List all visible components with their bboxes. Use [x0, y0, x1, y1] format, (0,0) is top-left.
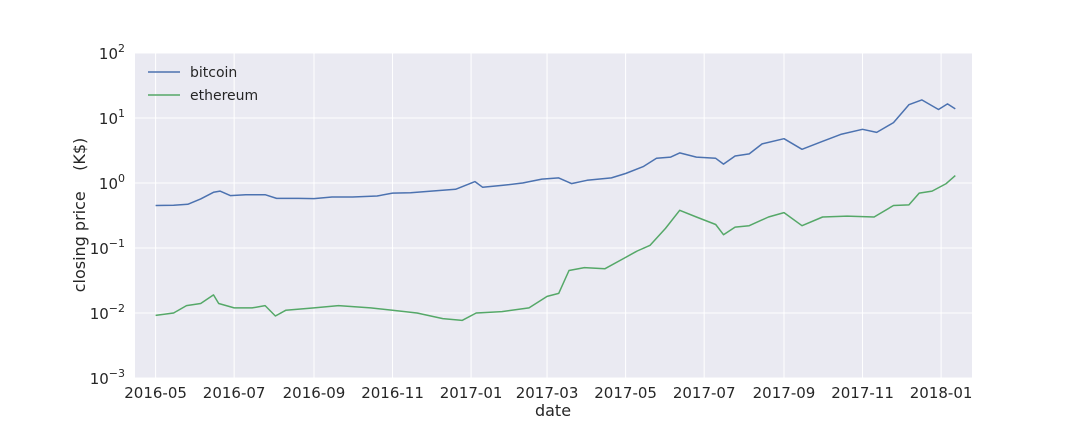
y-tick-label: 10−2 [90, 302, 125, 323]
y-tick-label: 102 [99, 42, 125, 63]
y-tick-label: 101 [99, 107, 125, 128]
plot-area [135, 53, 972, 378]
y-tick-label: 10−1 [90, 237, 125, 258]
x-tick-label: 2016-09 [283, 384, 346, 402]
x-tick-label: 2016-07 [203, 384, 266, 402]
y-tick-base: 10 [90, 305, 109, 323]
legend-label-bitcoin: bitcoin [190, 65, 237, 81]
y-tick-base: 10 [99, 110, 118, 128]
y-tick-exponent: −3 [109, 367, 125, 380]
x-axis-label: date [535, 401, 571, 420]
x-tick-label: 2017-03 [516, 384, 579, 402]
series-line-bitcoin [155, 99, 956, 207]
y-tick-label: 100 [99, 172, 125, 193]
x-tick-label: 2018-01 [910, 384, 973, 402]
y-tick-exponent: 2 [118, 42, 125, 55]
y-tick-exponent: −1 [109, 237, 125, 250]
x-tick-label: 2016-05 [124, 384, 187, 402]
grid [135, 52, 972, 379]
y-axis-label: closing price (K$) [70, 138, 89, 293]
x-tick-label: 2017-07 [673, 384, 736, 402]
x-tick-label: 2017-01 [440, 384, 503, 402]
x-tick-label: 2017-09 [753, 384, 816, 402]
x-tick-label: 2016-11 [361, 384, 424, 402]
y-tick-base: 10 [90, 240, 109, 258]
y-tick-exponent: −2 [109, 302, 125, 315]
legend-label-ethereum: ethereum [190, 88, 258, 104]
series-lines [155, 99, 956, 322]
y-tick-label: 10−3 [90, 367, 125, 388]
y-tick-base: 10 [99, 45, 118, 63]
x-tick-label: 2017-05 [594, 384, 657, 402]
x-tick-label: 2017-11 [831, 384, 894, 402]
series-line-ethereum [155, 175, 956, 322]
x-axis-ticks: 2016-05 2016-07 2016-09 2016-11 2017-01 2017-… [124, 384, 972, 402]
y-tick-exponent: 1 [118, 107, 125, 120]
y-tick-base: 10 [99, 175, 118, 193]
legend: bitcoin ethereum [148, 65, 258, 104]
y-tick-base: 10 [90, 370, 109, 388]
y-tick-exponent: 0 [118, 172, 125, 185]
